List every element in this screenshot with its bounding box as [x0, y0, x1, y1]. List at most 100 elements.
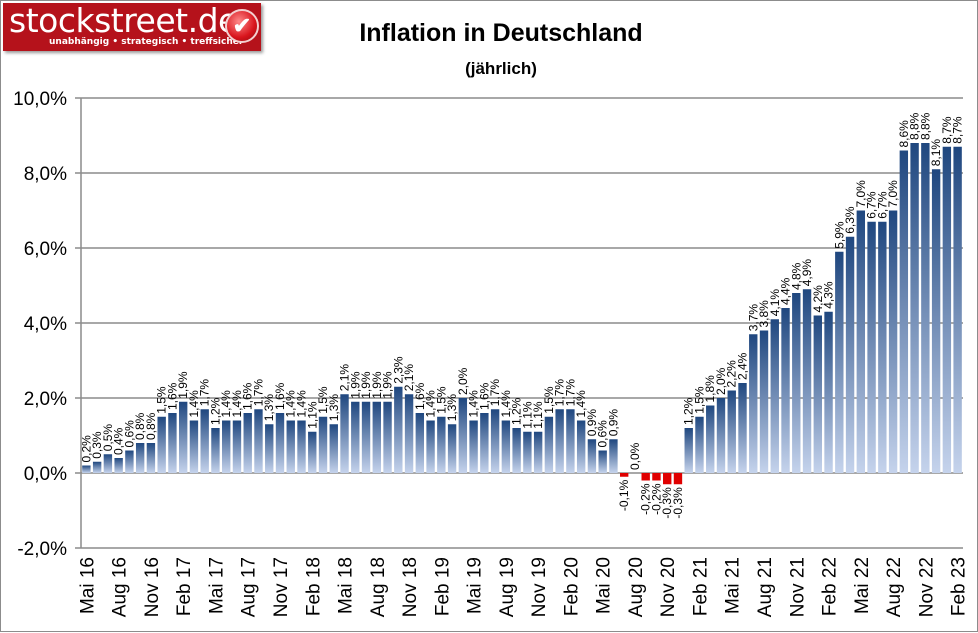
bar	[706, 405, 715, 473]
bar	[286, 420, 295, 473]
x-tick-label: Nov 17	[271, 557, 292, 617]
logo-tagline: unabhängig • strategisch • treffsicher	[49, 37, 244, 47]
data-label: 1,9%	[370, 371, 384, 399]
bar	[211, 428, 220, 473]
data-label: 0,9%	[585, 409, 599, 437]
data-label: 0,2%	[79, 435, 93, 463]
bar	[168, 413, 177, 473]
bar	[254, 409, 263, 473]
bar	[566, 409, 575, 473]
bar	[652, 473, 661, 481]
bar	[835, 251, 844, 473]
bar	[888, 210, 898, 473]
data-label: 7,0%	[854, 180, 868, 208]
bar	[178, 401, 188, 473]
x-tick-label: Feb 18	[303, 557, 324, 616]
x-tick-label: Nov 21	[787, 557, 808, 617]
data-label: 6,7%	[865, 191, 879, 219]
y-tick-label: 2,0%	[24, 389, 67, 410]
data-label: 4,2%	[811, 285, 825, 313]
bar	[749, 334, 758, 473]
bar	[953, 146, 962, 473]
data-label: 2,4%	[736, 352, 750, 380]
x-tick-label: Mai 18	[336, 557, 357, 614]
bar	[297, 420, 306, 473]
data-label: 8,6%	[897, 120, 911, 148]
data-label: -0,2%	[649, 483, 663, 515]
y-tick-label: 4,0%	[24, 314, 67, 335]
data-label: 1,7%	[563, 379, 577, 407]
data-label: 1,5%	[692, 386, 706, 414]
data-label: 1,9%	[348, 371, 362, 399]
bar	[265, 424, 274, 473]
data-label: 8,8%	[918, 112, 932, 140]
data-label: 4,3%	[822, 281, 836, 309]
bar	[770, 319, 779, 473]
bar	[598, 450, 607, 473]
y-tick-label: 8,0%	[24, 164, 67, 185]
data-label: 1,4%	[219, 390, 233, 418]
data-label: 1,9%	[359, 371, 373, 399]
x-tick-label: Feb 23	[949, 557, 970, 616]
data-label: 0,3%	[90, 431, 104, 459]
bar	[727, 390, 736, 473]
bar	[351, 401, 360, 473]
bar	[447, 424, 457, 473]
bar	[641, 473, 650, 481]
data-label: 1,6%	[477, 382, 491, 410]
data-label: 1,2%	[208, 397, 222, 425]
bar	[92, 461, 102, 473]
data-label: 4,8%	[789, 262, 803, 290]
data-label: 1,7%	[251, 379, 265, 407]
x-tick-label: Mai 17	[206, 557, 227, 614]
bar	[555, 409, 564, 473]
bar	[759, 330, 769, 473]
stockstreet-logo: stockstreet.de unabhängig • strategisch …	[3, 1, 261, 51]
x-tick-label: Mai 22	[852, 557, 873, 614]
data-label: 1,9%	[381, 371, 395, 399]
data-label: 1,2%	[510, 397, 524, 425]
bar	[361, 401, 371, 473]
data-label: 2,1%	[402, 364, 416, 392]
bar	[781, 308, 790, 473]
bar	[318, 416, 328, 473]
data-label: 1,3%	[445, 394, 459, 422]
data-label: 1,4%	[499, 390, 513, 418]
data-label: 1,1%	[531, 401, 545, 429]
data-label: 1,4%	[187, 390, 201, 418]
bar	[232, 420, 242, 473]
checkmark-icon: ✔	[225, 9, 259, 43]
x-tick-label: Feb 22	[820, 557, 841, 616]
x-tick-label: Nov 20	[658, 557, 679, 617]
x-tick-label: Aug 16	[110, 557, 131, 617]
bar	[437, 416, 446, 473]
bar	[340, 394, 349, 473]
bar	[200, 409, 209, 473]
y-tick-label: 10,0%	[13, 89, 67, 110]
bar	[243, 413, 252, 473]
bar	[480, 413, 489, 473]
data-label: 3,8%	[757, 300, 771, 328]
data-label: 2,0%	[456, 367, 470, 395]
bar	[867, 221, 876, 473]
bar	[673, 473, 683, 485]
data-label: 1,1%	[520, 401, 534, 429]
data-label: 1,4%	[574, 390, 588, 418]
data-label: 1,4%	[424, 390, 438, 418]
bar	[663, 473, 672, 485]
bar	[619, 473, 629, 477]
bar	[189, 420, 199, 473]
data-label: 1,8%	[703, 375, 717, 403]
bar	[792, 293, 801, 473]
data-label: -0,1%	[617, 479, 631, 511]
bar	[813, 315, 822, 473]
y-tick-label: 0,0%	[24, 464, 67, 485]
data-label: 6,3%	[843, 206, 857, 234]
data-label: -0,3%	[671, 487, 685, 519]
x-tick-label: Mai 16	[77, 557, 98, 614]
data-label: 0,6%	[596, 420, 610, 448]
bar	[146, 443, 156, 473]
bar	[716, 398, 726, 473]
